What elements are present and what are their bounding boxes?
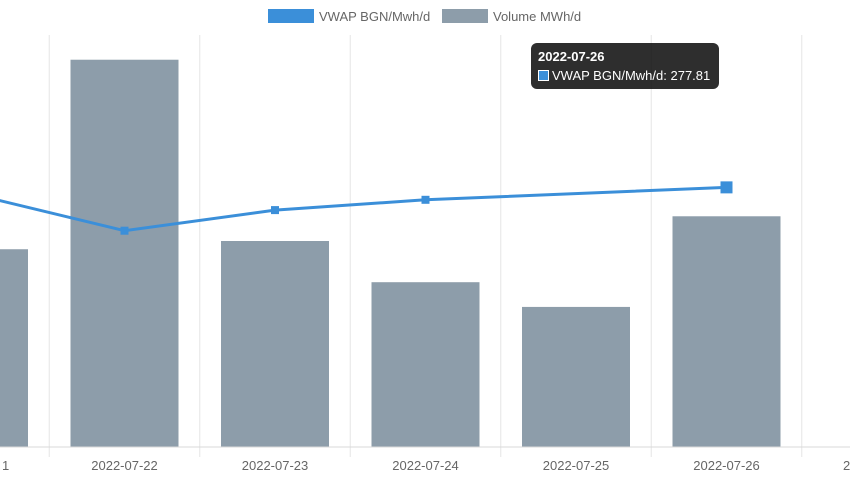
legend[interactable]: VWAP BGN/Mwh/d Volume MWh/d [268,9,581,24]
x-tick-label: 2022-07-22 [91,458,158,473]
volume-bar[interactable] [0,249,28,447]
volume-bar[interactable] [672,216,781,447]
tooltip-swatch [538,70,549,81]
vwap-point[interactable] [271,206,279,215]
legend-label-volume[interactable]: Volume MWh/d [493,9,581,24]
volume-bar[interactable] [371,282,480,447]
x-tick-label: 1 [2,458,9,473]
x-tick-label: 2022-07-23 [242,458,309,473]
x-tick-labels: 1 2022-07-22 2022-07-23 2022-07-24 2022-07-2… [2,458,850,473]
x-tick-label: 2 [843,458,850,473]
tooltip-row: VWAP BGN/Mwh/d: 277.81 [538,67,712,84]
legend-label-vwap[interactable]: VWAP BGN/Mwh/d [319,9,430,24]
x-tick-label: 2022-07-24 [392,458,459,473]
gridlines [48,35,803,457]
x-tick-label: 2022-07-25 [543,458,610,473]
vwap-point[interactable] [421,195,430,204]
vwap-point-active[interactable] [720,181,733,194]
volume-bar[interactable] [522,306,630,447]
volume-bar[interactable] [221,241,329,447]
tooltip-series-name: VWAP BGN/Mwh/d [552,68,664,83]
vwap-point[interactable] [120,226,129,235]
legend-swatch-volume[interactable] [442,9,488,23]
x-tick-label: 2022-07-26 [693,458,760,473]
tooltip-title: 2022-07-26 [538,49,605,64]
tooltip-separator: : [663,68,671,83]
tooltip-value: 277.81 [670,68,711,83]
vwap-line-layer [0,181,733,235]
volume-bars [0,59,781,447]
legend-swatch-vwap[interactable] [268,9,314,23]
tooltip: 2022-07-26 VWAP BGN/Mwh/d: 277.81 [531,43,719,89]
volume-bar[interactable] [70,59,179,447]
